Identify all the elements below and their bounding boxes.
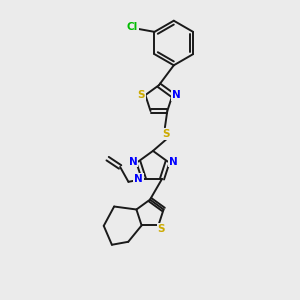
Text: N: N (172, 90, 181, 100)
Text: N: N (134, 174, 143, 184)
Text: S: S (158, 224, 165, 234)
Text: S: S (138, 90, 145, 100)
Text: N: N (169, 157, 177, 166)
Text: N: N (128, 157, 137, 166)
Text: S: S (163, 129, 170, 139)
Text: Cl: Cl (127, 22, 138, 32)
